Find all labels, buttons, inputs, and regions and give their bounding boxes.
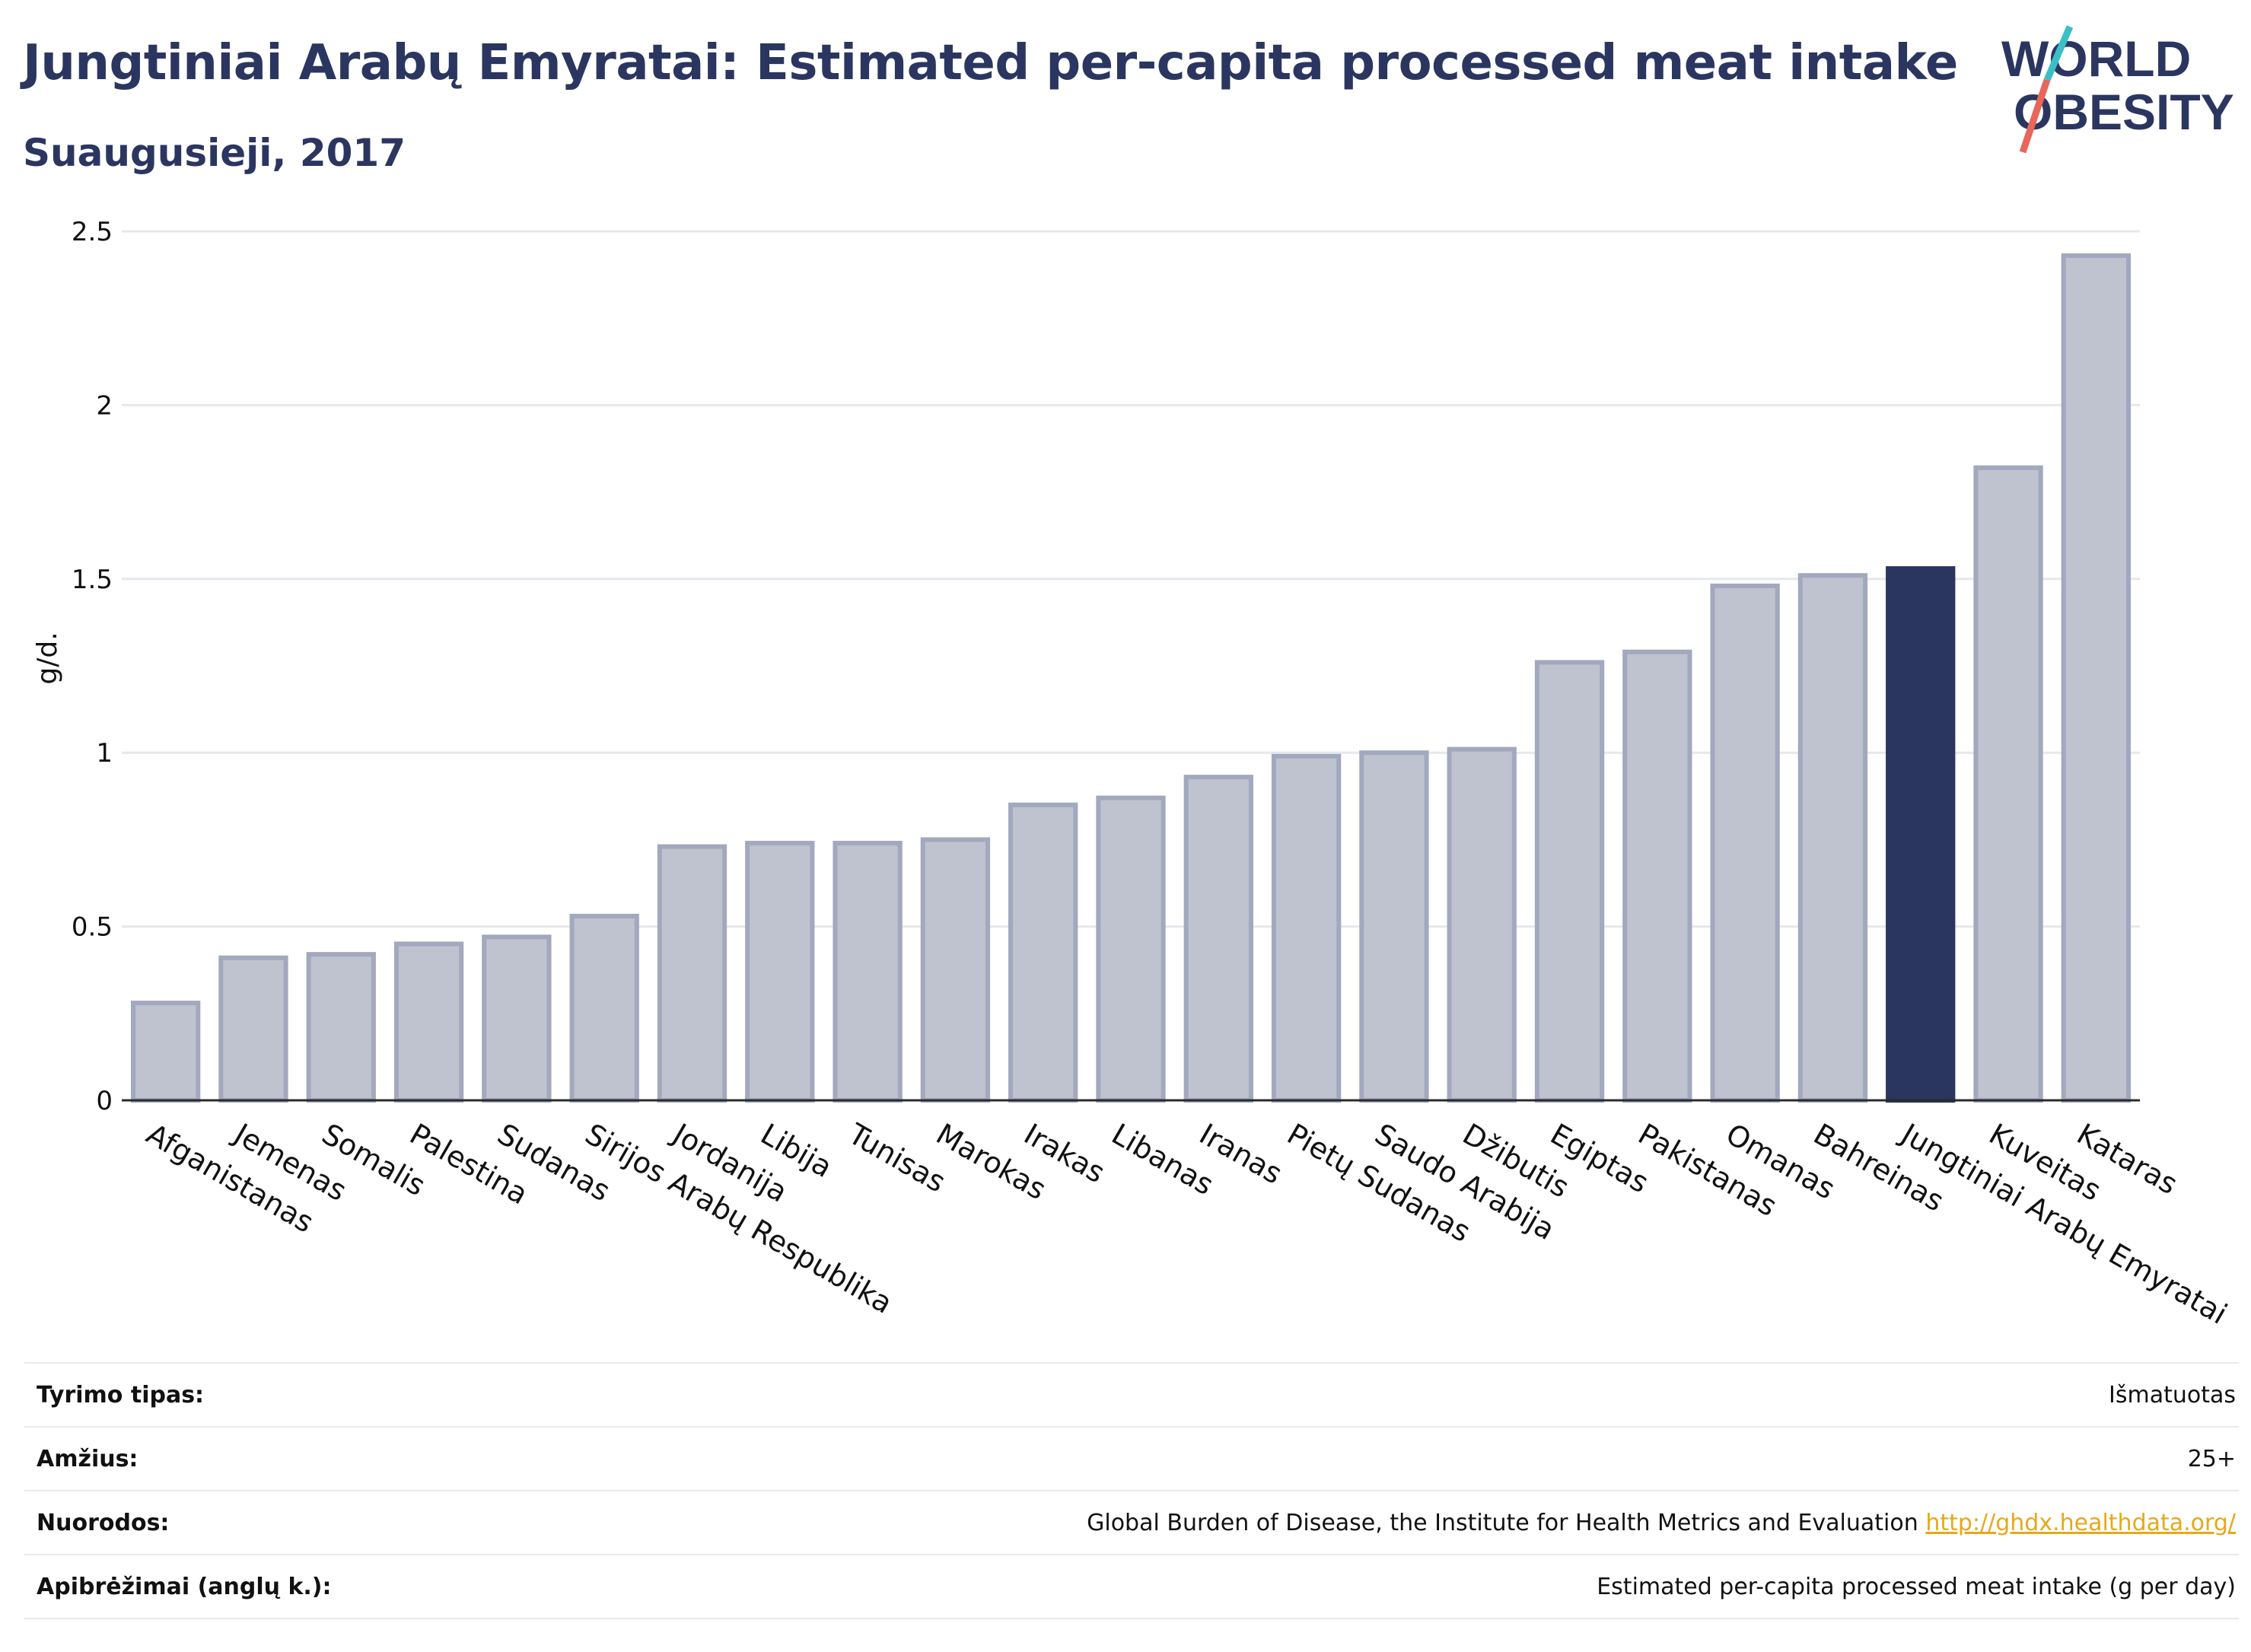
y-tick-label: 0 xyxy=(96,1086,113,1116)
y-axis-label: g/d. xyxy=(32,632,63,684)
x-tick-label: Libanas xyxy=(1106,1117,1220,1202)
info-value: Estimated per-capita processed meat inta… xyxy=(1597,1573,2236,1600)
y-tick-label: 1 xyxy=(96,738,113,769)
bar xyxy=(1797,573,1868,1103)
bar xyxy=(1622,649,1692,1103)
info-table: Tyrimo tipas: Išmatuotas Amžius: 25+ Nuo… xyxy=(24,1362,2239,1619)
info-row-age: Amžius: 25+ xyxy=(24,1426,2239,1490)
bar xyxy=(306,952,376,1103)
bar-chart: 0 0.5 1 1.5 2 2.5 AfganistanasJemenasSomalisP… xyxy=(32,217,2233,1331)
bar xyxy=(2061,253,2132,1103)
bar xyxy=(1447,746,1517,1103)
bar xyxy=(833,840,903,1103)
info-label: Amžius: xyxy=(37,1445,138,1472)
x-tick-label: Jungtiniai Arabų Emyratai xyxy=(1895,1116,2233,1331)
logo-accent-red xyxy=(2019,78,2051,154)
y-tick-labels: 0 0.5 1 1.5 2 2.5 xyxy=(72,217,113,1116)
bar xyxy=(657,844,728,1103)
info-value: Išmatuotas xyxy=(2109,1381,2236,1408)
chart-title: Jungtiniai Arabų Emyratai: Estimated per… xyxy=(23,35,1958,91)
bar xyxy=(1359,750,1429,1103)
info-label: Tyrimo tipas: xyxy=(37,1381,205,1408)
bar xyxy=(393,941,464,1103)
bar xyxy=(1008,802,1078,1103)
bar-highlighted xyxy=(1886,566,1956,1103)
x-tick-label: Tunisas xyxy=(842,1116,951,1198)
y-tick-label: 2.5 xyxy=(72,217,113,247)
bar xyxy=(130,1001,201,1103)
info-row-study-type: Tyrimo tipas: Išmatuotas xyxy=(24,1362,2239,1426)
bar xyxy=(1973,465,2043,1103)
y-tick-label: 1.5 xyxy=(72,565,113,595)
bars xyxy=(130,253,2132,1103)
y-tick-label: 0.5 xyxy=(72,912,113,943)
logo-accent-teal xyxy=(2043,25,2074,81)
reference-text: Global Burden of Disease, the Institute … xyxy=(1087,1509,1918,1536)
bar xyxy=(745,840,815,1103)
info-label: Nuorodos: xyxy=(37,1509,170,1536)
info-value: 25+ xyxy=(2187,1445,2236,1472)
chart-subtitle: Suaugusieji, 2017 xyxy=(23,131,406,175)
y-tick-label: 2 xyxy=(96,390,113,421)
info-row-references: Nuorodos: Global Burden of Disease, the … xyxy=(24,1490,2239,1554)
bar xyxy=(1534,660,1605,1103)
world-obesity-logo: WORLD OBESITY xyxy=(2001,25,2234,154)
logo-line1: WORLD xyxy=(2001,30,2191,87)
info-row-definitions: Apibrėžimai (anglų k.): Estimated per-ca… xyxy=(24,1554,2239,1619)
info-label: Apibrėžimai (anglų k.): xyxy=(37,1573,332,1600)
bar xyxy=(1096,795,1166,1103)
bar xyxy=(1271,753,1342,1103)
logo-line2: OBESITY xyxy=(2014,84,2234,140)
bar xyxy=(569,913,639,1103)
bar xyxy=(1710,583,1780,1103)
bar xyxy=(482,934,552,1103)
x-tick-labels: AfganistanasJemenasSomalisPalestinaSudan… xyxy=(141,1116,2233,1331)
reference-link[interactable]: http://ghdx.healthdata.org/ xyxy=(1925,1509,2236,1536)
bar xyxy=(920,837,991,1103)
bar xyxy=(1183,775,1253,1103)
bar xyxy=(218,955,288,1103)
info-value: Global Burden of Disease, the Institute … xyxy=(1087,1510,2239,1536)
